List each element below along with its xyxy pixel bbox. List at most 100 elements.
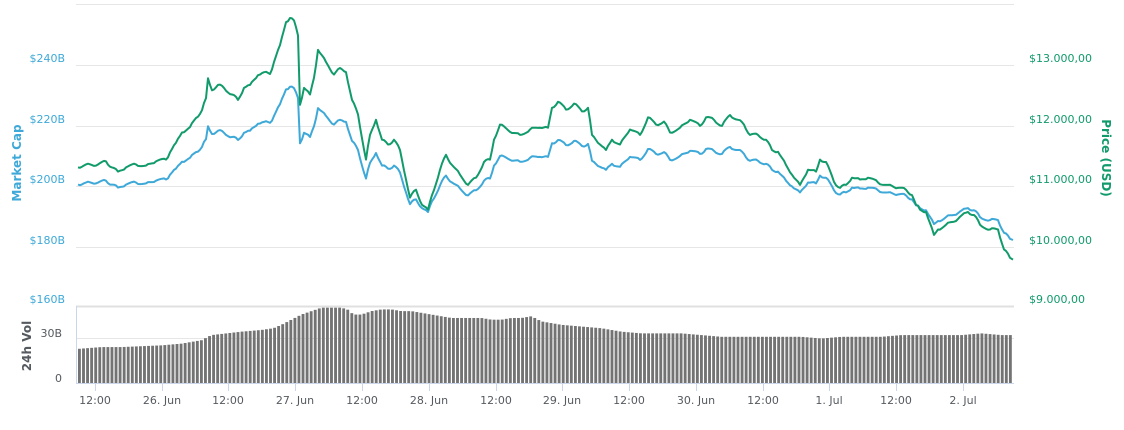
volume-bar [293,317,297,383]
volume-bar [86,348,89,383]
volume-bar [277,326,281,383]
volume-bar [647,333,650,383]
volume-tick: 0 [55,372,62,385]
volume-bar [456,317,459,383]
volume-bar [500,319,504,383]
volume-bar [594,327,598,383]
volume-bar [732,336,736,383]
time-tick: 27. Jun [276,394,314,407]
volume-bar [744,336,748,383]
volume-bar [151,345,155,383]
volume-bar [147,345,150,383]
volume-bar [651,333,655,383]
volume-bar [947,335,951,383]
volume-bar [643,333,646,383]
volume-bar [907,335,911,383]
volume-bar [960,335,964,383]
volume-bar [976,333,980,383]
volume-bar [427,314,431,383]
volume-bar [122,346,126,383]
volume-bar [801,336,805,383]
volume-bar [882,336,886,383]
price-line [77,17,1014,261]
volume-bar [525,317,529,383]
volume-bar [260,329,264,383]
volume-bar [1008,335,1012,383]
volume-bar [655,333,659,383]
volume-bar [496,319,500,383]
volume-bar [508,318,512,383]
volume-bar [671,333,675,383]
volume-bar [980,333,984,383]
volume-bar [927,335,931,383]
volume-bar [346,309,350,383]
volume-bar [667,333,671,383]
market-cap-tick: $180B [29,234,65,247]
volume-bar [130,346,134,383]
volume-bar [204,338,207,383]
time-tick: 12:00 [613,394,645,407]
time-axis: 12:00 26. Jun 12:00 27. Jun 12:00 28. Jun 12:0… [79,383,977,407]
volume-bar [964,334,968,383]
volume-bar [98,347,102,383]
volume-bar [94,347,98,383]
time-tick: 30. Jun [677,394,715,407]
volume-bar [626,332,630,383]
volume-bar [724,336,728,383]
volume-bar [752,336,756,383]
volume-bar [756,336,760,383]
market-cap-axis-title: Market Cap [10,124,24,202]
volume-bar [793,336,797,383]
volume-bar [748,336,752,383]
volume-bar [517,317,520,383]
volume-bar [630,332,634,383]
volume-bar [232,332,236,383]
price-tick: $12.000,00 [1029,113,1092,126]
volume-bar [899,335,903,383]
volume-bar [374,310,378,383]
volume-bar [634,332,638,383]
volume-bar [321,307,325,383]
volume-bar [289,320,293,383]
volume-bar [956,335,959,383]
time-tick: 12:00 [480,394,512,407]
volume-bar [639,333,642,383]
volume-bar [248,330,252,383]
volume-bar [330,307,333,383]
volume-bar [195,340,199,383]
volume-bar [720,336,724,383]
volume-tick: 30B [40,327,62,340]
volume-bar [273,327,276,383]
volume-bar [952,335,955,383]
volume-bar [712,336,716,383]
volume-bar [687,334,691,383]
volume-bar [228,332,232,383]
volume-bar [598,328,602,383]
volume-bar [403,311,407,383]
volume-bar [110,347,114,383]
volume-bar [492,319,496,383]
volume-bar [866,336,870,383]
volume-bar [313,309,317,383]
volume-bar [354,314,358,383]
volume-bar [82,348,85,383]
volume-bar [358,314,362,383]
price-tick: $11.000,00 [1029,173,1092,186]
volume-bar [606,329,610,383]
volume-bar [923,335,927,383]
volume-bar [943,335,947,383]
volume-bar [106,347,110,383]
time-tick: 26. Jun [143,394,181,407]
volume-bar [537,320,541,383]
volume-bar [911,335,915,383]
market-cap-tick: $160B [29,293,65,306]
volume-bar [557,324,561,383]
volume-bar [1004,335,1008,383]
time-tick: 12:00 [747,394,779,407]
price-axis-title: Price (USD) [1099,119,1113,197]
volume-bar [590,327,594,383]
volume-bar [691,334,695,383]
volume-bar [382,309,386,383]
price-marketcap-lines [77,17,1014,261]
